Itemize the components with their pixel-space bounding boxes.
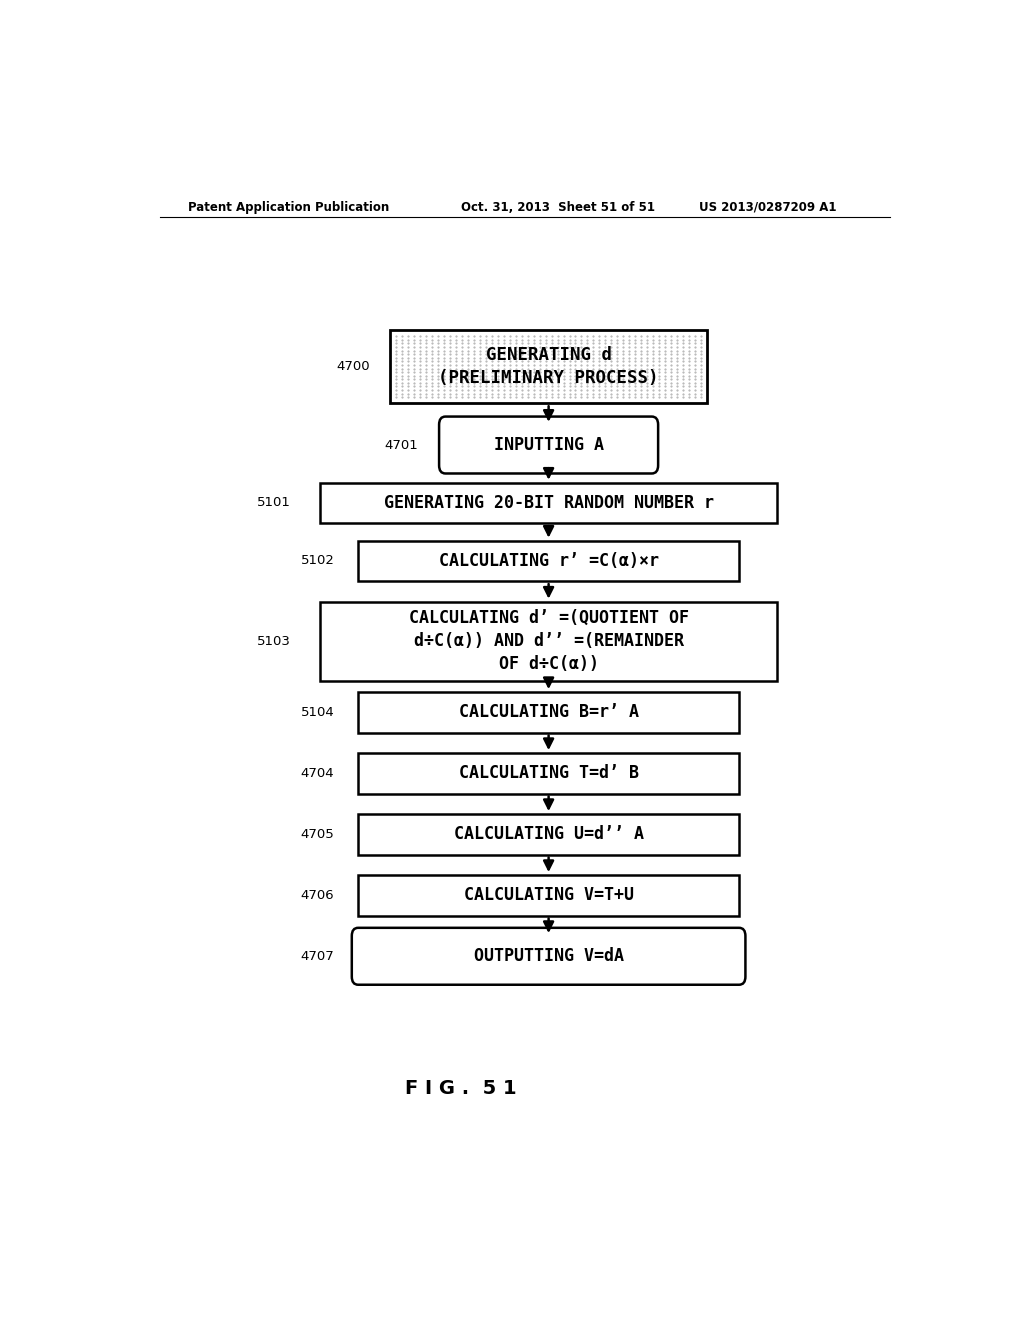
FancyBboxPatch shape: [321, 602, 777, 681]
Text: 5104: 5104: [301, 706, 334, 719]
FancyBboxPatch shape: [358, 814, 739, 854]
Text: INPUTTING A: INPUTTING A: [494, 436, 603, 454]
Text: F I G .  5 1: F I G . 5 1: [406, 1078, 517, 1098]
Text: 5102: 5102: [300, 554, 334, 568]
FancyBboxPatch shape: [352, 928, 745, 985]
Text: CALCULATING B=r’ A: CALCULATING B=r’ A: [459, 704, 639, 721]
Text: CALCULATING d’ =(QUOTIENT OF
d÷C(α)) AND d’’ =(REMAINDER
OF d÷C(α)): CALCULATING d’ =(QUOTIENT OF d÷C(α)) AND…: [409, 610, 688, 673]
FancyBboxPatch shape: [358, 692, 739, 733]
Text: Oct. 31, 2013  Sheet 51 of 51: Oct. 31, 2013 Sheet 51 of 51: [461, 201, 655, 214]
Text: GENERATING d
(PRELIMINARY PROCESS): GENERATING d (PRELIMINARY PROCESS): [438, 346, 658, 387]
Text: CALCULATING r’ =C(α)×r: CALCULATING r’ =C(α)×r: [438, 552, 658, 570]
Text: CALCULATING U=d’’ A: CALCULATING U=d’’ A: [454, 825, 644, 843]
Text: US 2013/0287209 A1: US 2013/0287209 A1: [699, 201, 837, 214]
Text: CALCULATING V=T+U: CALCULATING V=T+U: [464, 886, 634, 904]
Text: CALCULATING T=d’ B: CALCULATING T=d’ B: [459, 764, 639, 783]
Text: 5101: 5101: [257, 496, 291, 510]
Text: 4704: 4704: [301, 767, 334, 780]
FancyBboxPatch shape: [358, 752, 739, 793]
Text: 4705: 4705: [301, 828, 334, 841]
FancyBboxPatch shape: [358, 541, 739, 581]
Text: 4707: 4707: [301, 950, 334, 962]
FancyBboxPatch shape: [358, 875, 739, 916]
Text: 4701: 4701: [384, 438, 418, 451]
Text: 5103: 5103: [257, 635, 291, 648]
Text: OUTPUTTING V=dA: OUTPUTTING V=dA: [474, 948, 624, 965]
Text: 4700: 4700: [337, 360, 370, 374]
FancyBboxPatch shape: [390, 330, 708, 404]
FancyBboxPatch shape: [439, 417, 658, 474]
Text: 4706: 4706: [301, 888, 334, 902]
FancyBboxPatch shape: [321, 483, 777, 523]
Text: GENERATING 20-BIT RANDOM NUMBER r: GENERATING 20-BIT RANDOM NUMBER r: [384, 494, 714, 512]
Text: Patent Application Publication: Patent Application Publication: [187, 201, 389, 214]
